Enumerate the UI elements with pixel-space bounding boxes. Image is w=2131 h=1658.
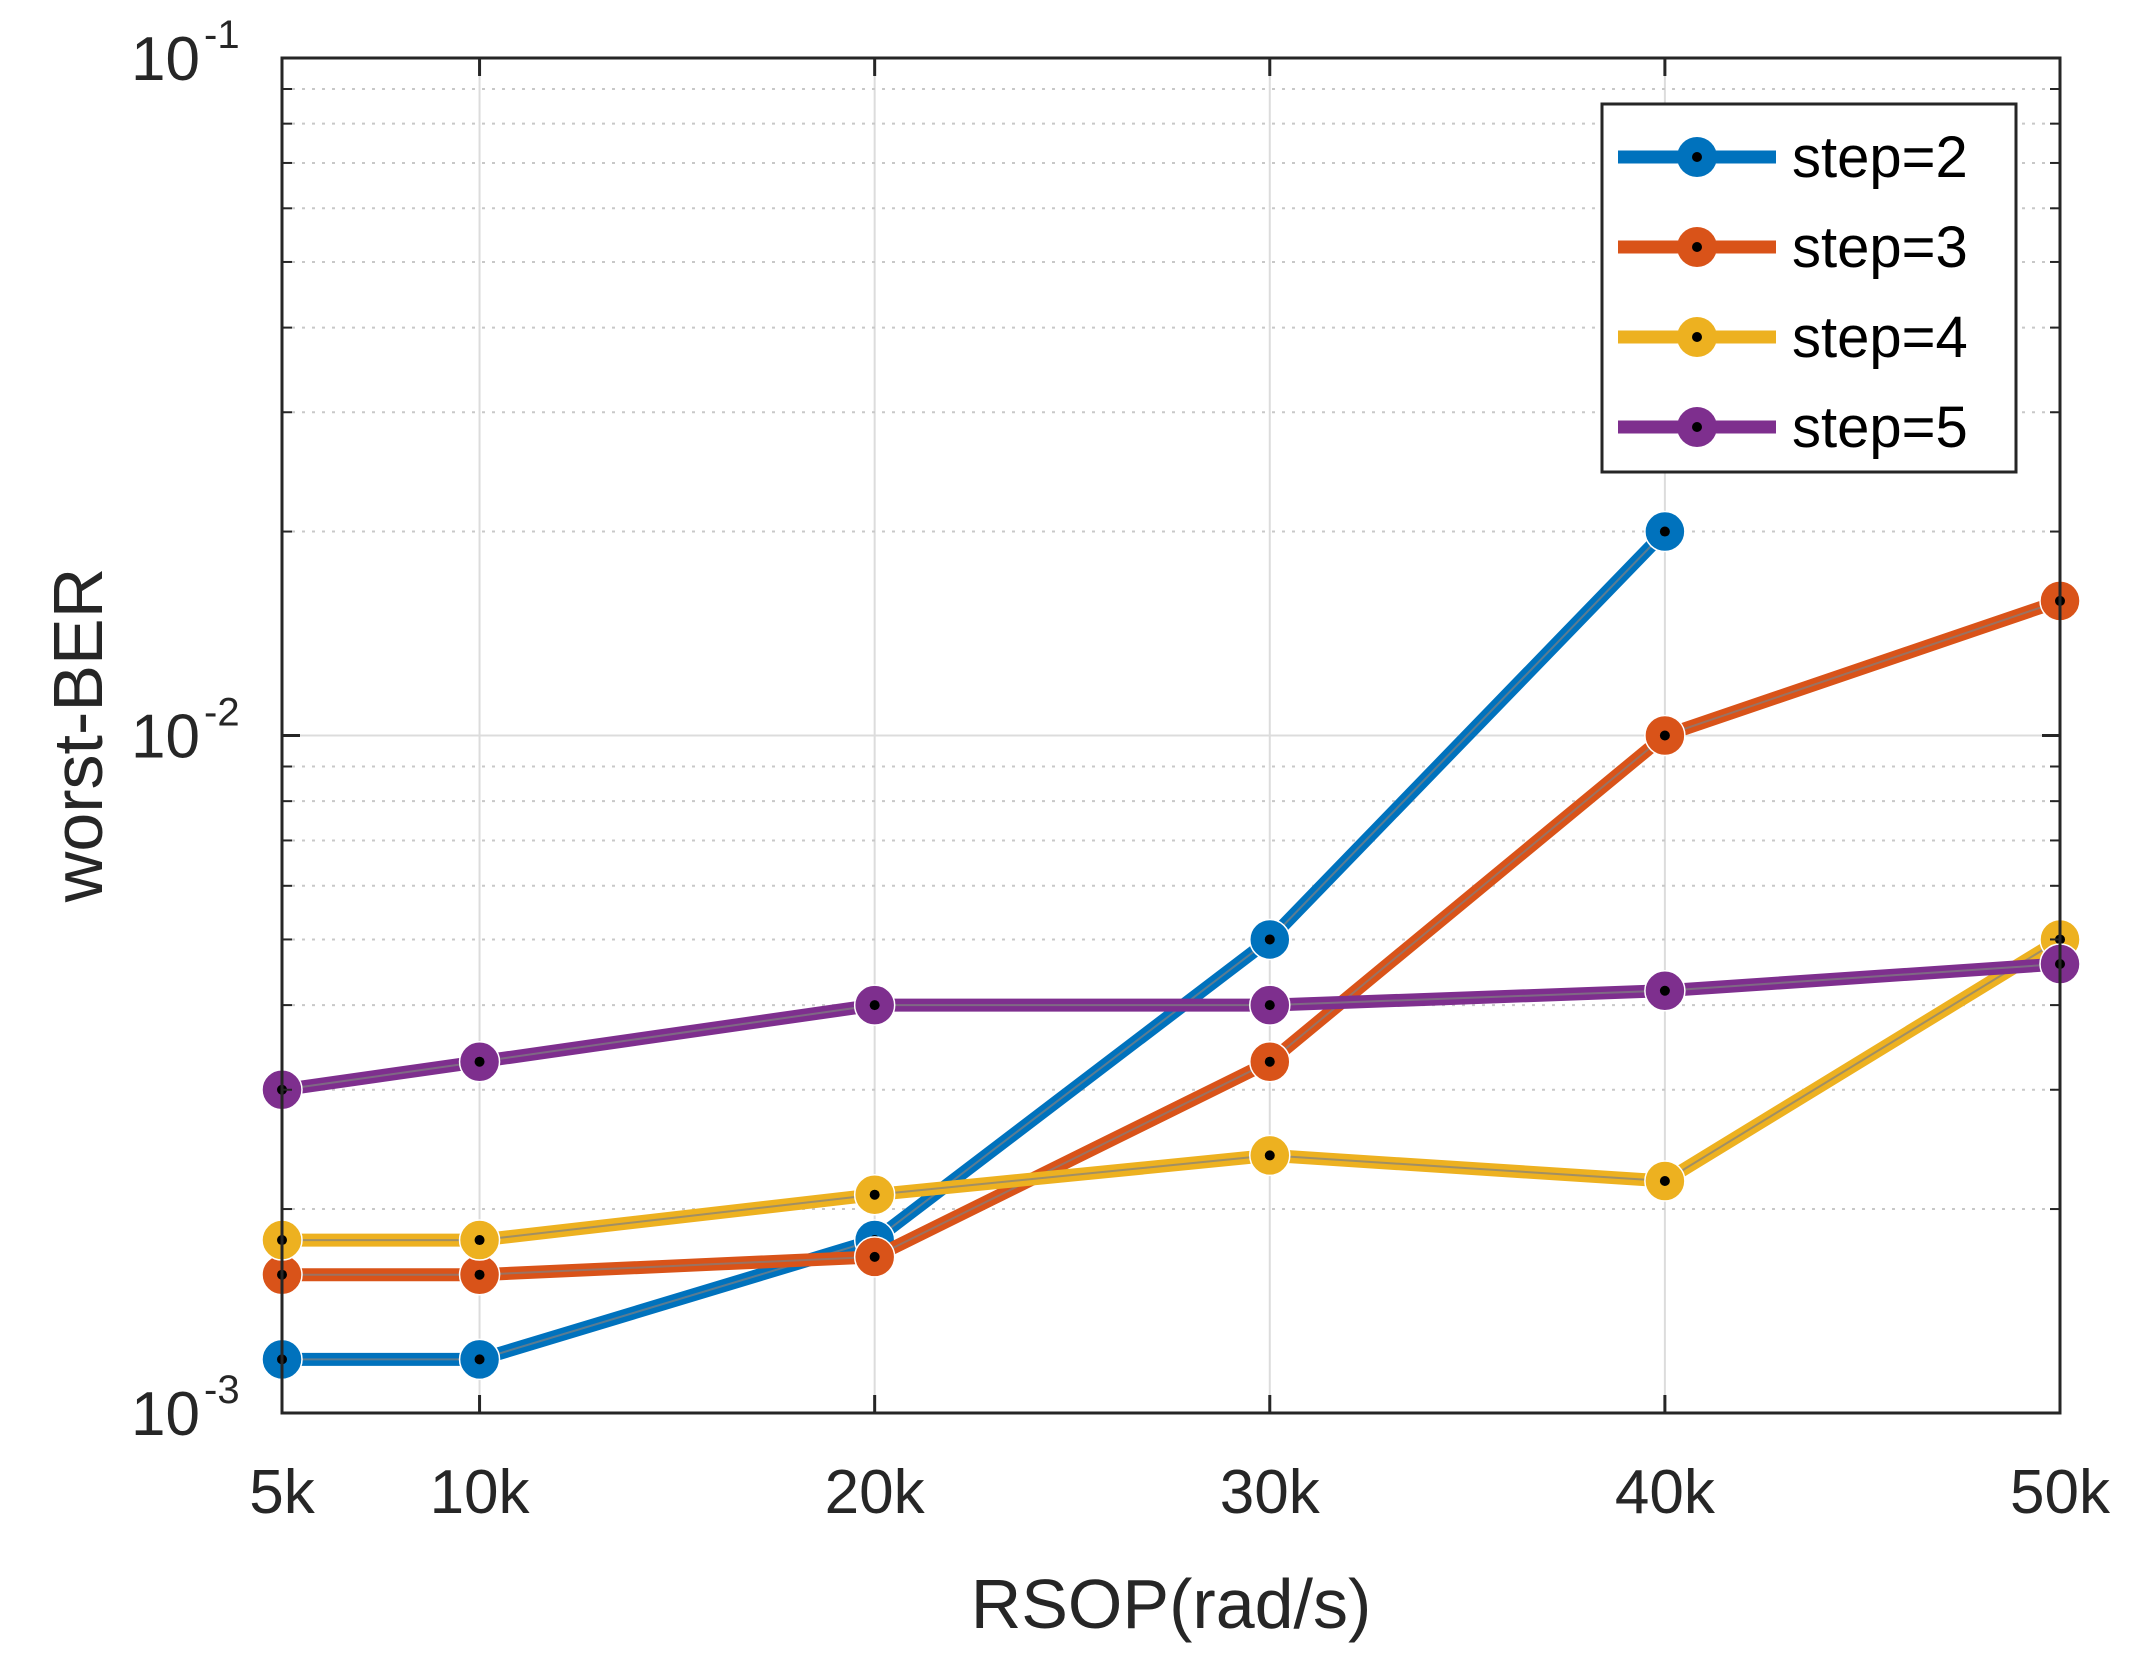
series-step-5 [261, 943, 2081, 1111]
y-tick-base: 10 [131, 703, 200, 772]
legend-box [1600, 102, 2018, 474]
data-point-center [474, 1056, 485, 1067]
legend-label: step=5 [1792, 395, 1968, 460]
data-point-center [1659, 526, 1670, 537]
y-tick-label: 10 -2 [131, 691, 240, 772]
x-tick-label: 10k [430, 1458, 531, 1527]
series-line-core [282, 599, 2061, 1276]
data-point-center [1659, 1176, 1670, 1187]
series-line-core [281, 963, 2061, 1091]
legend-swatch-center [1692, 332, 1702, 342]
legend-item-step-5: step=5 [1618, 395, 1968, 460]
data-point-center [1264, 1056, 1275, 1067]
x-axis-title: RSOP(rad/s) [971, 1565, 1372, 1643]
y-tick-label: 10 -3 [131, 1368, 240, 1449]
y-tick-exponent: -1 [204, 13, 240, 57]
x-tick-label: 50k [2010, 1458, 2111, 1527]
y-tick-label: 10 -1 [131, 13, 240, 94]
y-tick-labels: 10-310-210-1 [131, 13, 240, 1449]
legend-item-step-3: step=3 [1618, 215, 1968, 280]
data-point-center [1264, 1000, 1275, 1011]
axis-ticks [280, 56, 2062, 1415]
y-tick-base: 10 [131, 25, 200, 94]
data-point-center [474, 1269, 485, 1280]
data-point-center [869, 1189, 880, 1200]
x-tick-labels: 5k 10k 20k 30k 40k 50k [249, 1458, 2111, 1527]
legend-item-step-4: step=4 [1618, 305, 1968, 370]
series-lines [261, 510, 2081, 1381]
legend-swatch-center [1692, 242, 1702, 252]
legend-item-step-2: step=2 [1618, 125, 1968, 190]
x-tick-label: 5k [249, 1458, 315, 1527]
x-tick-label: 30k [1220, 1458, 1321, 1527]
series-step-4 [261, 918, 2081, 1261]
data-point-center [1659, 985, 1670, 996]
y-axis-title: worst-BER [39, 568, 117, 903]
y-tick-exponent: -2 [204, 691, 240, 735]
x-tick-label: 20k [825, 1458, 926, 1527]
data-point-center [1264, 934, 1275, 945]
legend-swatch-center [1692, 422, 1702, 432]
x-tick-label: 40k [1615, 1458, 1716, 1527]
series-line-core [282, 938, 2061, 1242]
data-point-center [474, 1235, 485, 1246]
data-point-center [474, 1354, 485, 1365]
data-point-center [869, 1000, 880, 1011]
legend: step=2 step=3 step=4 step=5 [1600, 102, 2018, 474]
legend-swatch-center [1692, 152, 1702, 162]
y-tick-base: 10 [131, 1380, 200, 1449]
legend-label: step=2 [1792, 125, 1968, 190]
data-point-center [1264, 1150, 1275, 1161]
legend-label: step=4 [1792, 305, 1968, 370]
y-tick-exponent: -3 [204, 1368, 240, 1412]
data-point-center [1659, 730, 1670, 741]
data-point-center [869, 1251, 880, 1262]
legend-label: step=3 [1792, 215, 1968, 280]
